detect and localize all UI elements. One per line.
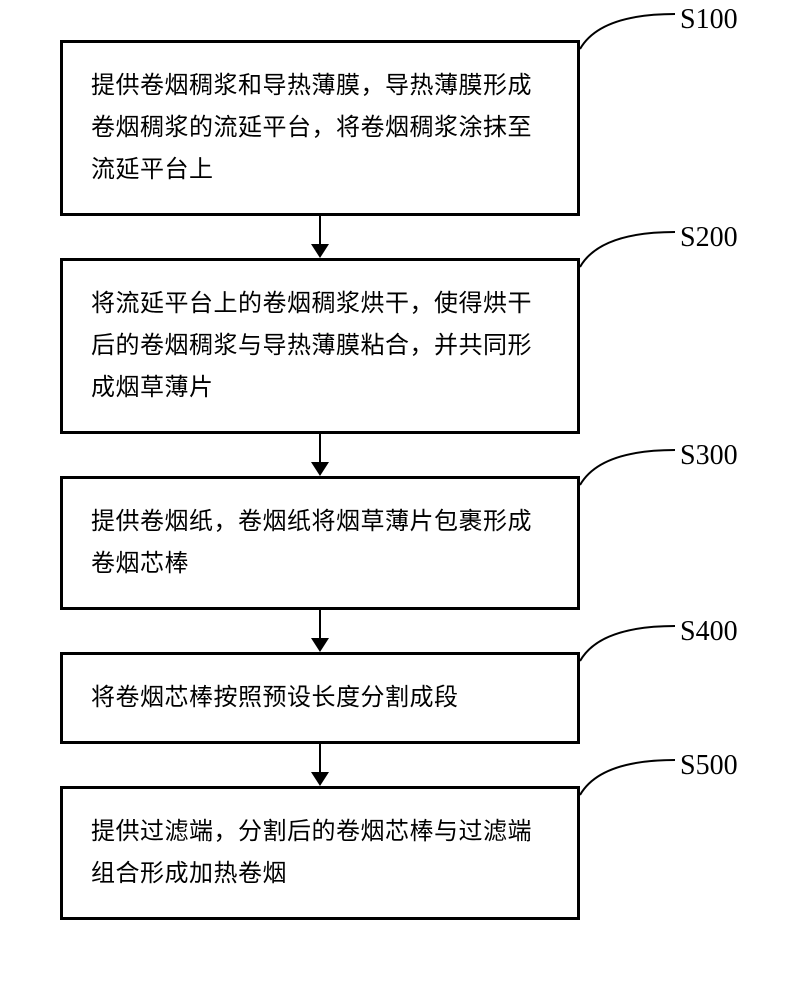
- arrow-4: [60, 744, 580, 786]
- arrow-head: [311, 772, 329, 786]
- arrow-2: [60, 434, 580, 476]
- box-s500: 提供过滤端，分割后的卷烟芯棒与过滤端组合形成加热卷烟: [60, 786, 580, 920]
- arrow-shaft: [319, 610, 321, 640]
- label-s200: S200: [680, 222, 738, 254]
- label-s500: S500: [680, 750, 738, 782]
- box-s400: 将卷烟芯棒按照预设长度分割成段: [60, 652, 580, 744]
- step-s400: S400 将卷烟芯棒按照预设长度分割成段: [60, 652, 720, 744]
- step-s500: S500 提供过滤端，分割后的卷烟芯棒与过滤端组合形成加热卷烟: [60, 786, 720, 920]
- box-s300: 提供卷烟纸，卷烟纸将烟草薄片包裹形成卷烟芯棒: [60, 476, 580, 610]
- arrow-3: [60, 610, 580, 652]
- step-s200: S200 将流延平台上的卷烟稠浆烘干，使得烘干后的卷烟稠浆与导热薄膜粘合，并共同…: [60, 258, 720, 434]
- arrow-head: [311, 244, 329, 258]
- arrow-head: [311, 638, 329, 652]
- label-s300: S300: [680, 440, 738, 472]
- flowchart-container: S100 提供卷烟稠浆和导热薄膜，导热薄膜形成卷烟稠浆的流延平台，将卷烟稠浆涂抹…: [60, 40, 720, 920]
- label-s100: S100: [680, 4, 738, 36]
- label-s400: S400: [680, 616, 738, 648]
- arrow-shaft: [319, 744, 321, 774]
- box-s200: 将流延平台上的卷烟稠浆烘干，使得烘干后的卷烟稠浆与导热薄膜粘合，并共同形成烟草薄…: [60, 258, 580, 434]
- arrow-head: [311, 462, 329, 476]
- arrow-1: [60, 216, 580, 258]
- step-s300: S300 提供卷烟纸，卷烟纸将烟草薄片包裹形成卷烟芯棒: [60, 476, 720, 610]
- box-s100: 提供卷烟稠浆和导热薄膜，导热薄膜形成卷烟稠浆的流延平台，将卷烟稠浆涂抹至流延平台…: [60, 40, 580, 216]
- arrow-shaft: [319, 216, 321, 246]
- step-s100: S100 提供卷烟稠浆和导热薄膜，导热薄膜形成卷烟稠浆的流延平台，将卷烟稠浆涂抹…: [60, 40, 720, 216]
- arrow-shaft: [319, 434, 321, 464]
